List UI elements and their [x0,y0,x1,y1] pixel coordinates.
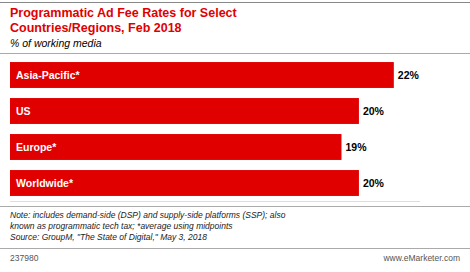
bar [10,134,341,160]
value-label: 22% [398,69,420,81]
bar [10,62,394,88]
value-label: 19% [345,141,367,153]
bottom-border [0,248,470,249]
footer-right: www.eMarketer.com [382,253,460,263]
category-label: Asia-Pacific* [16,69,81,81]
chart: Programmatic Ad Fee Rates for SelectCoun… [0,0,470,272]
title: Programmatic Ad Fee Rates for SelectCoun… [10,6,238,35]
subtitle: % of working media [10,37,102,49]
note: Note: includes demand-side (DSP) and sup… [10,210,286,220]
category-label: Europe* [16,141,57,153]
category-label: US [16,105,31,117]
separator [0,206,470,207]
x-axis-line [10,201,420,202]
title-line: Countries/Regions, Feb 2018 [10,21,182,35]
separator [0,53,470,54]
note: Source: GroupM, "The State of Digital," … [10,232,207,242]
top-border [0,2,470,3]
note: known as programmatic tech tax; *average… [10,221,233,231]
category-label: Worldwide* [16,177,74,189]
value-label: 20% [363,105,385,117]
footer-left: 237980 [10,253,39,263]
value-label: 20% [363,177,385,189]
labels: Asia-Pacific* 22% US 20% Europe* 19% Worldwide… [16,69,420,189]
bar [10,98,359,124]
title-line: Programmatic Ad Fee Rates for Select [10,6,238,20]
bar [10,170,359,196]
bars [10,62,394,196]
